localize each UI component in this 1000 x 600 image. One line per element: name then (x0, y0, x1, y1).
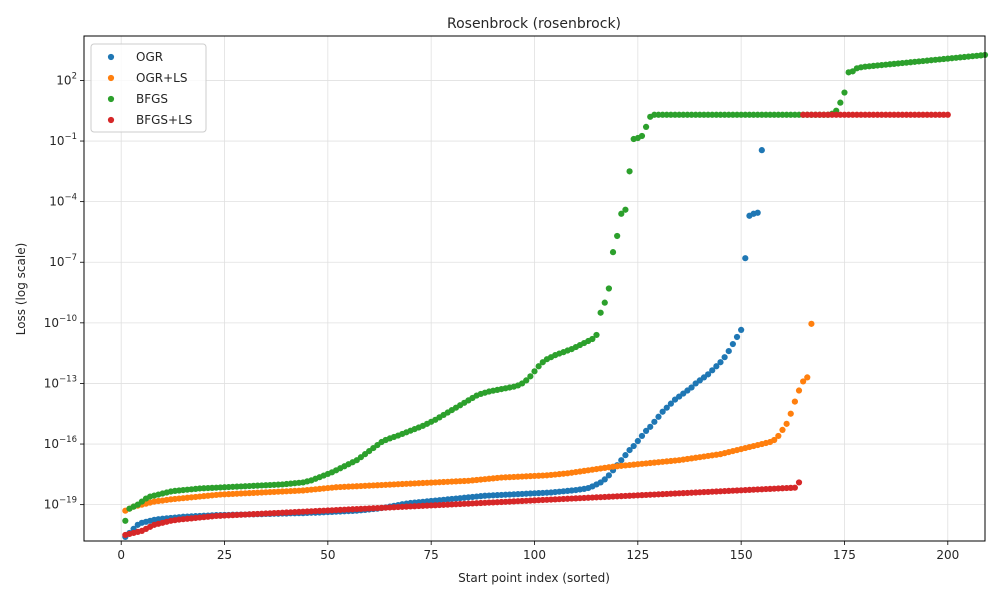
data-point (944, 111, 951, 118)
data-point (626, 168, 633, 175)
data-point (667, 400, 674, 407)
y-tick-label: 10−4 (49, 193, 77, 209)
x-tick-label: 125 (626, 548, 649, 562)
series-bfgs-plus-ls (122, 111, 951, 539)
data-point (634, 437, 641, 445)
data-point (609, 249, 617, 256)
data-point (795, 479, 803, 486)
data-point (523, 377, 530, 384)
data-point (122, 517, 129, 524)
legend-marker (107, 53, 115, 61)
x-tick-label: 200 (936, 548, 959, 562)
x-tick-label: 175 (833, 548, 856, 562)
data-point (688, 384, 695, 391)
data-point (601, 299, 608, 306)
legend-label: BFGS (136, 92, 168, 106)
legend: OGR OGR+LS BFGS BFGS+LS (90, 43, 207, 133)
data-point (605, 472, 612, 479)
x-axis-ticks: 0 25 50 75 100 125 150 175 200 (117, 541, 959, 562)
data-point (535, 363, 542, 370)
x-axis-label: Start point index (sorted) (458, 571, 610, 585)
y-axis-ticks: 10−19 10−16 10−13 10−10 10−7 10−4 10−1 102 (44, 71, 84, 512)
data-point (642, 123, 650, 130)
data-point (783, 420, 790, 427)
data-point (738, 326, 745, 334)
data-point (638, 132, 646, 140)
data-point (597, 309, 604, 316)
legend-label: OGR (136, 50, 163, 64)
data-point (663, 404, 670, 411)
data-point (622, 452, 629, 459)
grid-lines (84, 36, 985, 541)
data-points (122, 51, 989, 541)
x-tick-label: 50 (320, 548, 335, 562)
legend-marker (107, 74, 115, 82)
data-point (638, 432, 646, 440)
data-point (647, 423, 654, 430)
data-point (618, 457, 625, 464)
data-point (733, 333, 741, 341)
x-tick-label: 100 (523, 548, 546, 562)
data-point (758, 147, 765, 154)
y-tick-label: 10−19 (44, 496, 77, 512)
data-point (800, 378, 807, 385)
data-point (601, 476, 608, 483)
data-point (605, 285, 612, 292)
y-tick-label: 10−7 (49, 253, 77, 269)
y-axis-label: Loss (log scale) (14, 243, 28, 336)
data-point (729, 340, 736, 348)
y-tick-label: 102 (56, 71, 77, 87)
data-point (618, 210, 625, 217)
data-point (837, 99, 844, 106)
data-point (527, 373, 534, 380)
data-point (795, 387, 803, 394)
data-point (713, 363, 720, 370)
legend-label: OGR+LS (136, 71, 187, 85)
data-point (626, 447, 633, 454)
data-point (709, 367, 716, 374)
data-point (655, 413, 662, 420)
data-point (771, 436, 778, 444)
series-bfgs (122, 51, 989, 524)
data-point (742, 255, 749, 262)
data-point (704, 371, 712, 378)
data-point (659, 408, 666, 415)
legend-marker (107, 95, 115, 103)
x-tick-label: 150 (730, 548, 753, 562)
data-point (593, 331, 600, 339)
data-point (651, 418, 658, 425)
data-point (721, 354, 728, 361)
data-point (791, 398, 798, 405)
data-point (804, 374, 811, 381)
data-point (754, 209, 761, 216)
data-point (779, 426, 786, 433)
data-point (725, 348, 732, 355)
y-tick-label: 10−1 (49, 132, 77, 148)
legend-box (90, 43, 207, 133)
data-point (791, 484, 798, 491)
data-point (717, 359, 724, 366)
y-tick-label: 10−16 (44, 435, 77, 451)
x-tick-label: 25 (217, 548, 232, 562)
x-tick-label: 75 (424, 548, 439, 562)
legend-label: BFGS+LS (136, 113, 192, 127)
y-tick-label: 10−13 (44, 374, 77, 390)
data-point (775, 432, 782, 440)
data-point (787, 410, 794, 417)
data-point (531, 368, 538, 375)
chart-title: Rosenbrock (rosenbrock) (447, 16, 621, 32)
y-tick-label: 10−10 (44, 314, 77, 330)
data-point (808, 320, 815, 327)
data-point (622, 206, 629, 213)
data-point (630, 442, 637, 450)
x-tick-label: 0 (117, 548, 125, 562)
series-ogr-plus-ls (122, 320, 815, 514)
legend-marker (107, 116, 115, 124)
data-point (642, 427, 650, 435)
data-point (589, 335, 596, 343)
data-point (614, 232, 621, 240)
data-point (841, 89, 848, 96)
